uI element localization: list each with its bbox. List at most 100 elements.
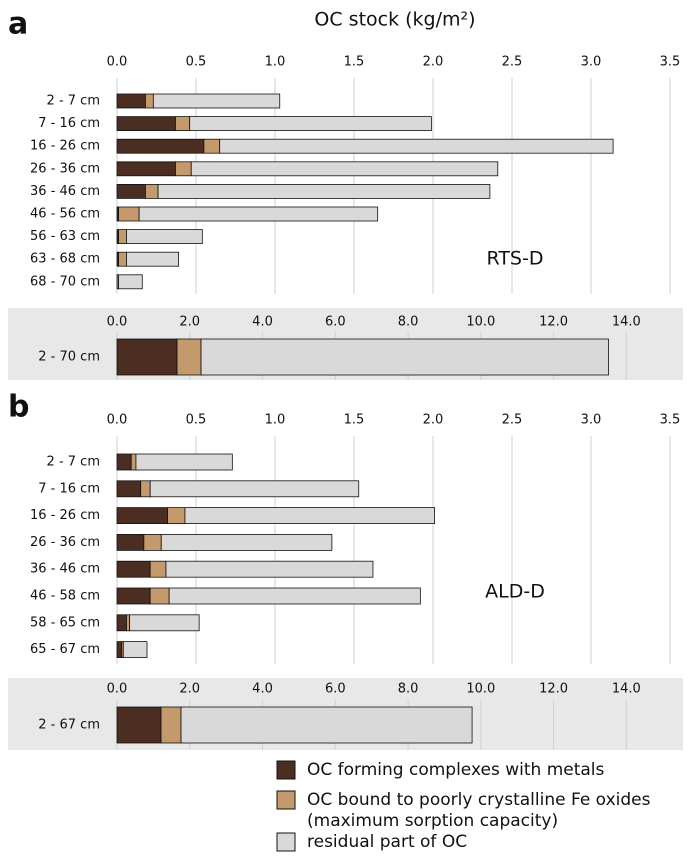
x-tick-label: 4.0 xyxy=(252,315,273,330)
y-tick-label: 68 - 70 cm xyxy=(30,274,100,289)
bar-segment xyxy=(167,507,186,525)
x-tick-label: 1.5 xyxy=(344,413,365,428)
bar-segment xyxy=(126,229,203,245)
bar-segment xyxy=(118,274,143,290)
y-tick-label: 65 - 67 cm xyxy=(30,642,100,657)
x-tick-label: 1.0 xyxy=(265,413,286,428)
bar-segment xyxy=(126,251,180,267)
x-tick-label: 8.0 xyxy=(398,315,419,330)
bar-segment xyxy=(116,183,146,199)
x-tick-label: 10.0 xyxy=(466,682,495,697)
bar-segment xyxy=(160,706,182,744)
x-tick-label: 2.5 xyxy=(502,55,523,70)
x-tick-label: 0.0 xyxy=(107,413,128,428)
bar-segment xyxy=(129,614,200,632)
bar-segment xyxy=(176,338,202,376)
annotation: RTS-D xyxy=(487,248,544,270)
bar-segment xyxy=(116,453,132,471)
bar-segment xyxy=(118,251,127,267)
x-tick-label: 6.0 xyxy=(325,682,346,697)
bar-segment xyxy=(189,116,432,131)
panel-label: b xyxy=(8,390,29,425)
panel-label: a xyxy=(8,7,28,42)
bar-segment xyxy=(130,453,137,471)
x-tick-label: 0.0 xyxy=(107,55,128,70)
bar-segment xyxy=(190,161,499,177)
y-tick-label: 2 - 7 cm xyxy=(47,94,100,109)
bar-segment xyxy=(180,706,473,744)
x-tick-label: 3.5 xyxy=(660,413,681,428)
bar-segment xyxy=(118,229,127,245)
bar-segment xyxy=(116,560,151,578)
x-tick-label: 2.0 xyxy=(423,55,444,70)
bar-segment xyxy=(135,453,233,471)
x-tick-label: 3.0 xyxy=(581,55,602,70)
y-tick-label: 46 - 56 cm xyxy=(30,207,100,222)
bar-segment xyxy=(118,206,140,222)
bar-segment xyxy=(140,480,151,498)
annotation: ALD-D xyxy=(485,581,545,603)
bar-segment xyxy=(116,641,123,658)
y-tick-label: 63 - 68 cm xyxy=(30,252,100,267)
x-tick-label: 12.0 xyxy=(539,682,568,697)
y-tick-label: 2 - 7 cm xyxy=(47,455,100,470)
bar-segment xyxy=(138,206,379,222)
bar-segment xyxy=(165,560,374,578)
x-tick-label: 4.0 xyxy=(252,682,273,697)
x-tick-label: 2.0 xyxy=(179,315,200,330)
y-tick-label: 26 - 36 cm xyxy=(30,535,100,550)
x-tick-label: 10.0 xyxy=(466,315,495,330)
x-tick-label: 2.0 xyxy=(423,413,444,428)
axis-title: OC stock (kg/m²) xyxy=(314,9,475,31)
legend-swatch xyxy=(276,760,296,780)
bar-segment xyxy=(149,560,167,578)
bar-segment xyxy=(116,338,178,376)
bar-segment xyxy=(184,507,435,525)
bar-segment xyxy=(116,614,127,632)
x-tick-label: 3.0 xyxy=(581,413,602,428)
bar-segment xyxy=(116,138,205,154)
legend-swatch xyxy=(276,790,296,810)
y-tick-label: 26 - 36 cm xyxy=(30,161,100,176)
bar-segment xyxy=(122,641,148,658)
bar-segment xyxy=(116,507,168,525)
x-tick-label: 2.5 xyxy=(502,413,523,428)
x-tick-label: 1.5 xyxy=(344,55,365,70)
bar-segment xyxy=(149,480,360,498)
x-tick-label: 3.5 xyxy=(660,55,681,70)
bar-segment xyxy=(200,338,609,376)
legend-label: residual part of OC xyxy=(307,832,468,852)
bar-segment xyxy=(149,587,170,605)
y-tick-label: 58 - 65 cm xyxy=(30,615,100,630)
x-tick-label: 1.0 xyxy=(265,55,286,70)
y-tick-label: 16 - 26 cm xyxy=(30,508,100,523)
bar-segment xyxy=(145,93,154,109)
y-tick-label: 16 - 26 cm xyxy=(30,139,100,154)
bar-segment xyxy=(116,480,142,498)
y-tick-label: 36 - 46 cm xyxy=(30,184,100,199)
y-tick-label: 2 - 67 cm xyxy=(38,718,100,733)
bar-segment xyxy=(116,534,145,551)
x-tick-label: 12.0 xyxy=(539,315,568,330)
legend-label: OC forming complexes with metals xyxy=(307,760,605,780)
bar-segment xyxy=(116,116,176,131)
bar-segment xyxy=(175,116,191,131)
bar-segment xyxy=(160,534,333,551)
bar-segment xyxy=(175,161,192,177)
bar-segment xyxy=(152,93,281,109)
y-tick-label: 2 - 70 cm xyxy=(38,350,100,365)
bar-segment xyxy=(116,93,146,109)
x-tick-label: 14.0 xyxy=(612,315,641,330)
bar-segment xyxy=(145,183,159,199)
x-tick-label: 14.0 xyxy=(612,682,641,697)
bar-segment xyxy=(219,138,614,154)
x-tick-label: 0.0 xyxy=(107,682,128,697)
x-tick-label: 0.0 xyxy=(107,315,128,330)
legend-label: OC bound to poorly crystalline Fe oxides… xyxy=(307,790,651,831)
bar-segment xyxy=(116,706,162,744)
x-tick-label: 8.0 xyxy=(398,682,419,697)
bar-segment xyxy=(143,534,162,551)
y-tick-label: 56 - 63 cm xyxy=(30,229,100,244)
